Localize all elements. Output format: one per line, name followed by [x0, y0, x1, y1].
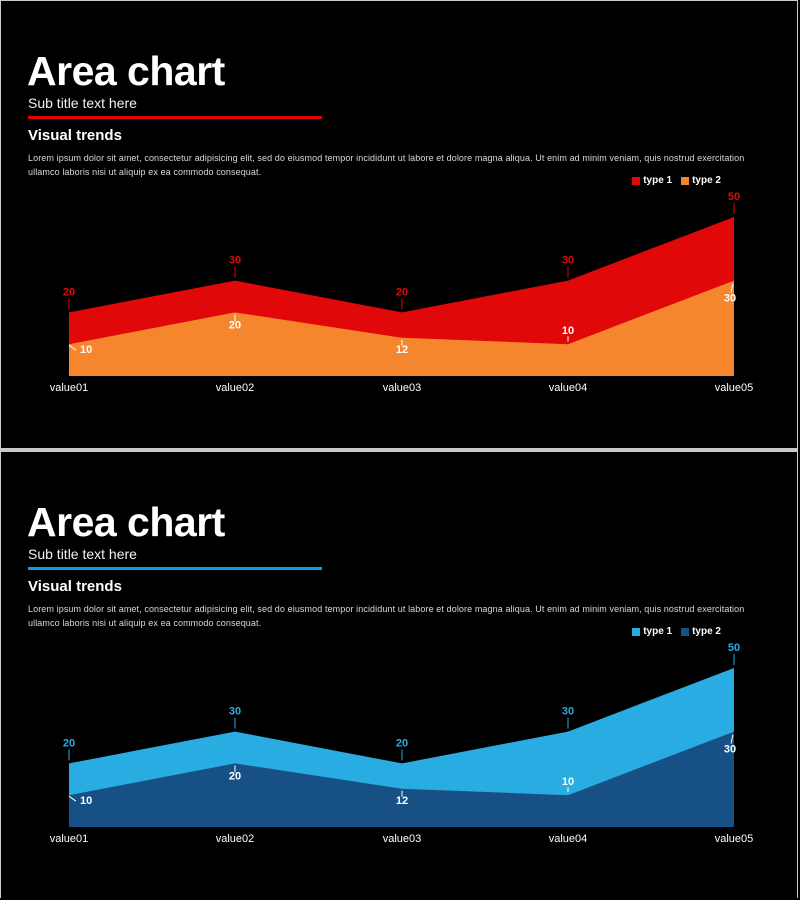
legend-item-type1: type 1 — [632, 626, 672, 637]
slide-subtitle: Sub title text here — [28, 95, 137, 111]
body-line-1: Lorem ipsum dolor sit amet, consectetur … — [28, 604, 745, 614]
legend-label-type2: type 2 — [692, 175, 721, 186]
body-text: Lorem ipsum dolor sit amet, consectetur … — [28, 602, 744, 630]
value-label-type1: 30 — [229, 706, 241, 718]
x-axis-label: value05 — [715, 382, 754, 394]
value-label-type2: 12 — [396, 344, 408, 356]
area-series-type2 — [69, 731, 734, 827]
area-series-type2 — [69, 280, 734, 376]
x-axis-label: value02 — [216, 833, 255, 845]
slide-subtitle: Sub title text here — [28, 546, 137, 562]
section-heading: Visual trends — [28, 127, 122, 144]
chart-legend: type 1 type 2 — [632, 626, 721, 637]
value-label-type1: 20 — [63, 737, 75, 749]
legend-swatch-type2 — [681, 627, 690, 636]
value-label-type1: 20 — [63, 286, 75, 298]
value-label-type2: 10 — [80, 344, 92, 356]
title-underline — [28, 116, 322, 119]
x-axis-label: value04 — [549, 382, 588, 394]
x-axis-label: value01 — [50, 833, 89, 845]
body-line-2: ullamco laboris nisi ut aliquip ex ea co… — [28, 167, 262, 177]
legend-label-type2: type 2 — [692, 626, 721, 637]
x-axis-label: value03 — [383, 833, 422, 845]
body-line-2: ullamco laboris nisi ut aliquip ex ea co… — [28, 618, 262, 628]
legend-label-type1: type 1 — [643, 626, 673, 637]
body-line-1: Lorem ipsum dolor sit amet, consectetur … — [28, 153, 745, 163]
x-axis-label: value01 — [50, 382, 89, 394]
value-label-type2: 20 — [229, 319, 241, 331]
x-axis-label: value02 — [216, 382, 255, 394]
legend-item-type2: type 2 — [681, 626, 721, 637]
x-axis-label: value03 — [383, 382, 422, 394]
value-label-type1: 30 — [229, 255, 241, 267]
value-label-type2: 20 — [229, 770, 241, 782]
label-connector-type2 — [730, 734, 734, 744]
section-heading: Visual trends — [28, 578, 122, 595]
legend-item-type1: type 1 — [632, 175, 672, 186]
value-label-type2: 30 — [724, 293, 736, 305]
value-label-type1: 30 — [562, 255, 574, 267]
value-label-type2: 10 — [562, 776, 574, 788]
value-label-type1: 30 — [562, 706, 574, 718]
area-chart-blue: 20 30 20 30 50 10 20 12 10 30 value01 value02 value0… — [50, 642, 754, 845]
value-label-type2: 10 — [562, 325, 574, 337]
label-connector-type2 — [730, 283, 734, 293]
legend-swatch-type1 — [632, 627, 641, 636]
legend-item-type2: type 2 — [681, 175, 721, 186]
legend-swatch-type1 — [632, 176, 641, 185]
slide-blue-area-chart: Area chart Sub title text here Visual tr… — [1, 452, 797, 899]
body-text: Lorem ipsum dolor sit amet, consectetur … — [28, 151, 744, 179]
title-underline — [28, 567, 322, 570]
value-label-type1: 50 — [728, 191, 740, 203]
value-label-type1: 20 — [396, 737, 408, 749]
value-label-type2: 12 — [396, 795, 408, 807]
slide-red-area-chart: Area chart Sub title text here Visual tr… — [1, 1, 797, 448]
value-label-type2: 10 — [80, 795, 92, 807]
x-axis-label: value05 — [715, 833, 754, 845]
legend-swatch-type2 — [681, 176, 690, 185]
legend-label-type1: type 1 — [643, 175, 673, 186]
slide-title: Area chart — [27, 48, 225, 94]
area-chart-red: 20 30 20 30 50 10 20 12 10 30 value01 value02 value0… — [50, 191, 754, 394]
slide-title: Area chart — [27, 499, 225, 545]
value-label-type2: 30 — [724, 744, 736, 756]
value-label-type1: 20 — [396, 286, 408, 298]
value-label-type1: 50 — [728, 642, 740, 654]
label-connector-type2 — [68, 795, 77, 802]
x-axis-label: value04 — [549, 833, 588, 845]
chart-legend: type 1 type 2 — [632, 175, 721, 186]
label-connector-type2 — [68, 344, 77, 351]
slide-divider — [1, 448, 797, 452]
